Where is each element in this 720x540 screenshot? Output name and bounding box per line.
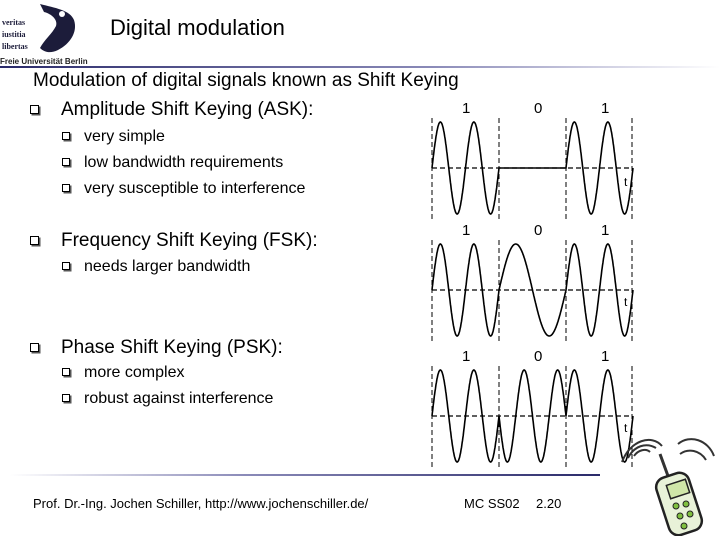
logo-line-1: veritas — [2, 18, 26, 27]
footer-course: MC SS02 — [464, 496, 520, 511]
mobile-phone-icon — [621, 438, 715, 536]
fsk-point: needs larger bandwidth — [62, 258, 250, 276]
fsk-bit-label: 1 — [601, 222, 609, 239]
ask-label: Amplitude Shift Keying (ASK): — [61, 99, 314, 120]
university-seal-icon — [2, 2, 78, 54]
ask-point: very susceptible to interference — [62, 180, 305, 198]
fsk-item: Frequency Shift Keying (FSK): — [30, 230, 318, 252]
psk-point-text: robust against interference — [84, 390, 274, 407]
ask-point: very simple — [62, 128, 165, 146]
page-title: Digital modulation — [110, 15, 285, 40]
bullet-icon — [62, 184, 70, 192]
header-divider — [0, 66, 720, 68]
footer-author: Prof. Dr.-Ing. Jochen Schiller, http://w… — [33, 496, 369, 511]
ask-point-text: very susceptible to interference — [84, 180, 306, 197]
ask-time-label: t — [624, 175, 628, 189]
ask-bit-label: 1 — [601, 100, 609, 117]
fsk-bit-label: 0 — [534, 222, 542, 239]
logo-line-2: iustitia — [2, 30, 26, 39]
university-logo: veritas iustitia libertas — [0, 0, 80, 66]
ask-waveform — [431, 121, 634, 215]
fsk-bit-label: 1 — [462, 222, 470, 239]
logo-line-3: libertas — [2, 42, 28, 51]
bullet-icon — [30, 236, 39, 245]
bullet-icon — [62, 368, 70, 376]
psk-bit-label: 1 — [462, 348, 470, 365]
psk-bit-label: 0 — [534, 348, 542, 365]
ask-point-text: low bandwidth requirements — [84, 154, 284, 171]
ask-item: Amplitude Shift Keying (ASK): — [30, 99, 313, 121]
bullet-icon — [62, 158, 70, 166]
fsk-waveform — [431, 243, 634, 337]
psk-waveform — [431, 369, 634, 463]
psk-label: Phase Shift Keying (PSK): — [61, 337, 283, 358]
university-name: Freie Universität Berlin — [0, 57, 88, 66]
bullet-icon — [62, 394, 70, 402]
main-heading: Modulation of digital signals known as S… — [33, 70, 459, 91]
psk-point-text: more complex — [84, 364, 185, 381]
fsk-label: Frequency Shift Keying (FSK): — [61, 230, 318, 251]
ask-point-text: very simple — [84, 128, 165, 145]
bullet-icon — [62, 262, 70, 270]
ask-point: low bandwidth requirements — [62, 154, 283, 172]
psk-diagram: 1 0 1 t — [431, 348, 634, 468]
ask-bit-label: 0 — [534, 100, 542, 117]
bullet-icon — [30, 105, 39, 114]
fsk-point-text: needs larger bandwidth — [84, 258, 251, 275]
bullet-icon — [62, 132, 70, 140]
ask-diagram: 1 0 1 t — [431, 100, 634, 222]
fsk-time-label: t — [624, 295, 628, 309]
psk-bit-label: 1 — [601, 348, 609, 365]
psk-item: Phase Shift Keying (PSK): — [30, 337, 283, 359]
psk-point: more complex — [62, 364, 184, 382]
fsk-diagram: 1 0 1 t — [431, 222, 634, 342]
psk-point: robust against interference — [62, 390, 273, 408]
ask-bit-label: 1 — [462, 100, 470, 117]
bullet-icon — [30, 343, 39, 352]
psk-time-label: t — [624, 421, 628, 435]
footer-divider — [10, 474, 600, 476]
footer-page-number: 2.20 — [536, 496, 562, 511]
